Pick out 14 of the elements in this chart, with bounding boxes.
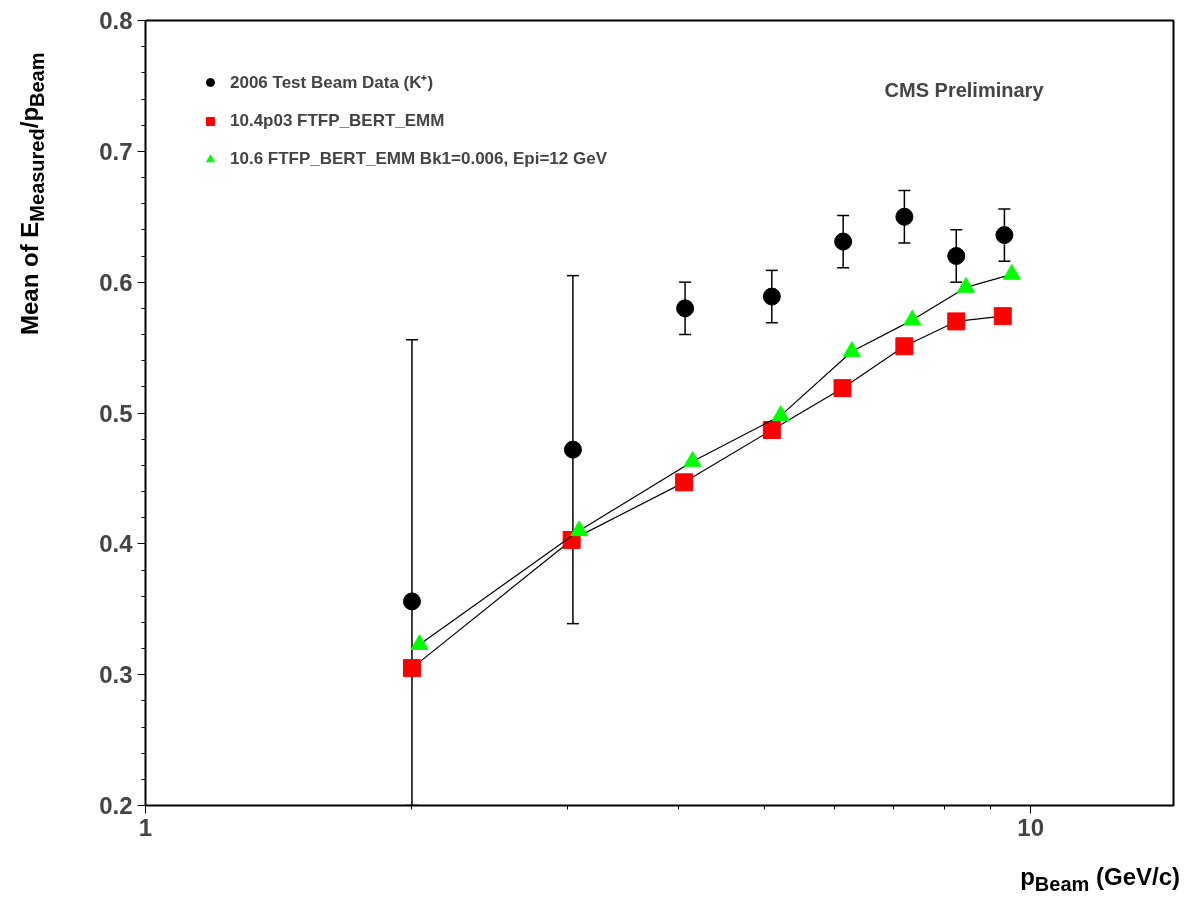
- legend-label: 10.4p03 FTFP_BERT_EMM: [230, 111, 445, 131]
- y-tick-label: 0.6: [99, 268, 133, 296]
- y-tick-label: 0.5: [99, 399, 133, 427]
- y-tick-label: 0.2: [99, 792, 133, 819]
- y-tick-label: 0.4: [99, 530, 134, 558]
- annotation: CMS Preliminary: [884, 78, 1045, 101]
- y-tick-label: 0.7: [99, 137, 133, 165]
- y-tick-label: 0.8: [99, 7, 133, 34]
- legend-label: 10.6 FTFP_BERT_EMM Bk1=0.006, Epi=12 GeV: [230, 149, 607, 169]
- x-tick-label: 10: [1017, 813, 1045, 841]
- x-tick-label: 1: [138, 813, 153, 841]
- legend-label: 2006 Test Beam Data (K⁺): [230, 72, 434, 93]
- x-axis-title: p$_{Beam}$ (GeV/c): [1019, 862, 1180, 897]
- y-tick-label: 0.3: [99, 661, 133, 689]
